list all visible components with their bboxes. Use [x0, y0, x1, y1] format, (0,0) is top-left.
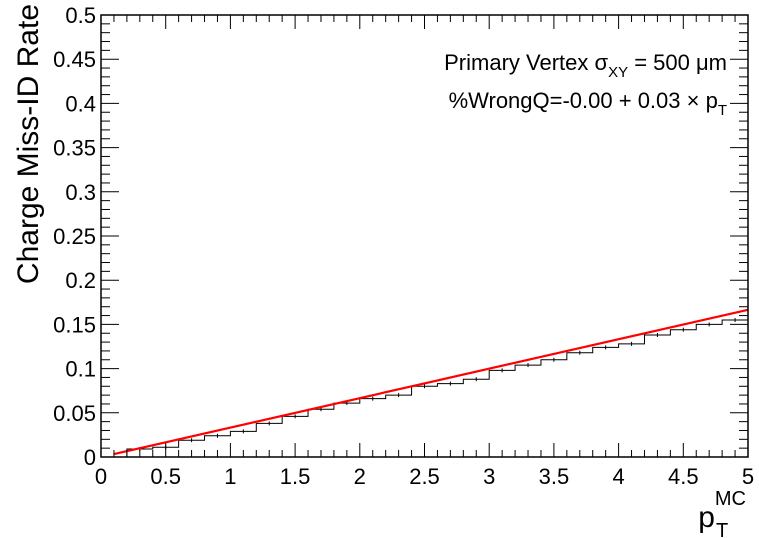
fit-line: [113, 308, 749, 456]
histogram-outline: [126, 319, 748, 457]
y-tick-label: 0: [84, 445, 96, 470]
y-axis-title: Charge Miss-ID Rate: [12, 4, 45, 284]
y-tick-label: 0.25: [53, 224, 96, 249]
x-tick-label: 0.5: [150, 464, 181, 489]
y-tick-label: 0.4: [65, 91, 96, 116]
x-tick-label: 4: [612, 464, 624, 489]
y-tick-label: 0.2: [65, 268, 96, 293]
y-tick-label: 0.15: [53, 312, 96, 337]
x-tick-label: 2.5: [409, 464, 440, 489]
y-tick-label: 0.1: [65, 357, 96, 382]
x-tick-label: 3.5: [539, 464, 570, 489]
x-tick-label: 2: [354, 464, 366, 489]
x-tick-label: 4.5: [668, 464, 699, 489]
y-axis: 0 0.05 0.1 0.15 0.2 0.25 0.3 0.35 0.4 0.45 0.5: [53, 3, 748, 470]
annotation-vertex-sub: XY: [608, 64, 628, 81]
x-axis-title-sub: T: [716, 520, 728, 538]
y-tick-label: 0.3: [65, 180, 96, 205]
x-axis-title: pMC T: [698, 488, 746, 538]
y-tick-label: 0.45: [53, 47, 96, 72]
y-tick-label: 0.35: [53, 136, 96, 161]
annotation-vertex-sigma: σ: [595, 50, 609, 75]
x-axis-title-sup: MC: [715, 488, 746, 510]
x-tick-label: 3: [483, 464, 495, 489]
x-tick-label: 5: [742, 464, 754, 489]
annotation-fit-prefix: %WrongQ=-0.00 + 0.03 × p: [449, 88, 718, 113]
annotation-vertex-prefix: Primary Vertex: [444, 50, 594, 75]
annotation-fit: %WrongQ=-0.00 + 0.03 × pT: [449, 88, 727, 119]
annotation-vertex: Primary Vertex σXY = 500 μm: [444, 50, 727, 81]
annotation-vertex-suffix: = 500 μm: [628, 50, 727, 75]
annotation-fit-sub: T: [718, 102, 727, 119]
x-tick-label: 1.5: [280, 464, 311, 489]
x-axis-title-main: p: [698, 501, 715, 534]
plot-frame: [100, 14, 749, 458]
x-axis: 0 0.5 1 1.5 2 2.5 3 3.5 4 4.5 5: [95, 15, 754, 489]
x-tick-label: 1: [224, 464, 236, 489]
y-tick-label: 0.5: [65, 3, 96, 28]
x-tick-label: 0: [95, 464, 107, 489]
y-tick-label: 0.05: [53, 401, 96, 426]
histogram-series: [126, 317, 748, 457]
